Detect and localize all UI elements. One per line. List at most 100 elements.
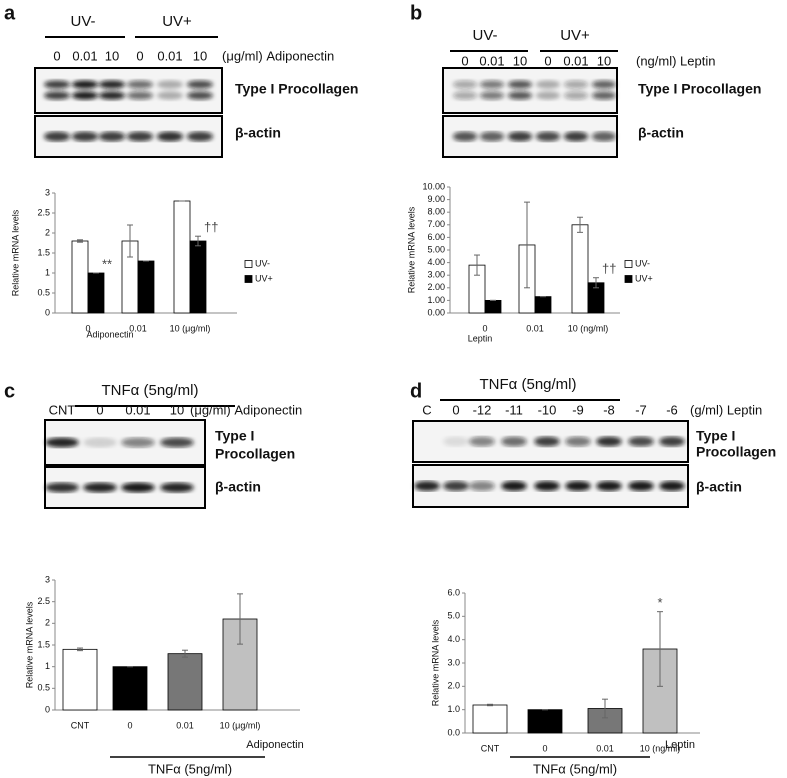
y-tick-label: 2.5 — [37, 596, 50, 606]
band — [501, 436, 527, 447]
band — [126, 91, 154, 100]
band — [71, 80, 99, 89]
band-label: Type I Procollagen — [638, 81, 761, 97]
error-bar — [182, 649, 188, 658]
y-tick-label: 0 — [45, 307, 50, 317]
error-bar — [487, 703, 493, 707]
band-label: β-actin — [215, 479, 261, 495]
panel-letter: b — [410, 2, 422, 24]
lane-unit: (μg/ml) Adiponectin — [222, 48, 334, 63]
band-label: β-actin — [696, 479, 742, 495]
bar — [534, 296, 552, 314]
y-tick-label: 2.0 — [447, 681, 460, 691]
lane-label: 10 — [597, 53, 611, 68]
error-bar — [657, 611, 663, 687]
y-tick-label: 3.00 — [427, 270, 445, 280]
band — [452, 80, 478, 89]
bar — [137, 260, 155, 314]
band — [628, 481, 654, 491]
bar — [571, 224, 589, 314]
x-tick-label: 0 — [482, 323, 487, 333]
bar — [527, 709, 563, 734]
band — [591, 91, 617, 100]
panel-letter: a — [4, 2, 16, 24]
x-axis-label: Leptin — [665, 739, 695, 751]
legend-swatch — [624, 275, 633, 283]
lane-unit: (g/ml) Leptin — [690, 402, 762, 417]
band — [186, 131, 214, 142]
legend-swatch — [624, 260, 633, 268]
band — [452, 91, 478, 100]
legend-label: UV+ — [255, 273, 273, 283]
y-tick-label: 4.0 — [447, 634, 460, 644]
y-tick-label: 5.0 — [447, 611, 460, 621]
error-bar — [474, 254, 480, 276]
x-tick-label: 10 (ng/ml) — [568, 323, 609, 333]
band-label: Type I — [215, 428, 254, 444]
y-axis-label: Relative mRNA levels — [406, 206, 416, 293]
lane-label: -8 — [603, 402, 615, 417]
y-tick-label: 0 — [45, 704, 50, 714]
x-tick-label: 0.01 — [596, 743, 614, 753]
y-tick-label: 1.00 — [427, 295, 445, 305]
x-tick-label: 0 — [542, 743, 547, 753]
error-bar — [127, 224, 133, 258]
band — [469, 436, 495, 447]
lane-label: -7 — [635, 402, 647, 417]
band — [659, 481, 685, 491]
x-tick-label: CNT — [481, 743, 500, 753]
error-bar — [77, 239, 83, 243]
legend-swatch — [244, 260, 253, 268]
blot-frame — [34, 67, 223, 114]
group-header: UV+ — [560, 27, 590, 44]
y-tick-label: 10.00 — [422, 181, 445, 191]
annotation: †† — [602, 261, 616, 276]
band — [83, 482, 117, 493]
band-label: β-actin — [235, 125, 281, 141]
lane-label: 0.01 — [479, 53, 504, 68]
y-tick-label: 2 — [45, 227, 50, 237]
band — [156, 80, 184, 89]
band — [43, 91, 71, 100]
y-tick-label: 3 — [45, 187, 50, 197]
band — [452, 131, 478, 142]
band — [126, 80, 154, 89]
band — [479, 91, 505, 100]
bar — [189, 240, 207, 314]
error-bar — [602, 698, 608, 719]
band-label: β-actin — [638, 125, 684, 141]
x-tick-label: 10 (μg/ml) — [170, 323, 211, 333]
error-bar — [524, 201, 530, 289]
y-tick-label: 4.00 — [427, 257, 445, 267]
bar — [71, 240, 89, 314]
blot-bands — [452, 131, 617, 142]
annotation: †† — [204, 220, 218, 235]
bar — [167, 653, 203, 711]
band — [121, 437, 155, 448]
group-header: UV- — [472, 27, 497, 44]
lane-label: 10 — [170, 402, 184, 417]
band — [469, 481, 495, 491]
group-label: TNFα (5ng/ml) — [533, 761, 617, 776]
x-tick-label: CNT — [71, 720, 90, 730]
x-tick-label: 0 — [127, 720, 132, 730]
lane-label: 0 — [96, 402, 103, 417]
group-header: UV+ — [162, 13, 192, 30]
lane-label: 0 — [544, 53, 551, 68]
band — [563, 80, 589, 89]
bar — [62, 648, 98, 711]
band — [98, 131, 126, 142]
x-tick-label: 0.01 — [176, 720, 194, 730]
band — [71, 91, 99, 100]
band — [596, 481, 622, 491]
band — [186, 80, 214, 89]
bar — [173, 200, 191, 314]
y-tick-label: 6.0 — [447, 587, 460, 597]
band — [156, 91, 184, 100]
y-tick-label: 5.00 — [427, 244, 445, 254]
band — [507, 80, 533, 89]
band — [535, 80, 561, 89]
band — [98, 80, 126, 89]
